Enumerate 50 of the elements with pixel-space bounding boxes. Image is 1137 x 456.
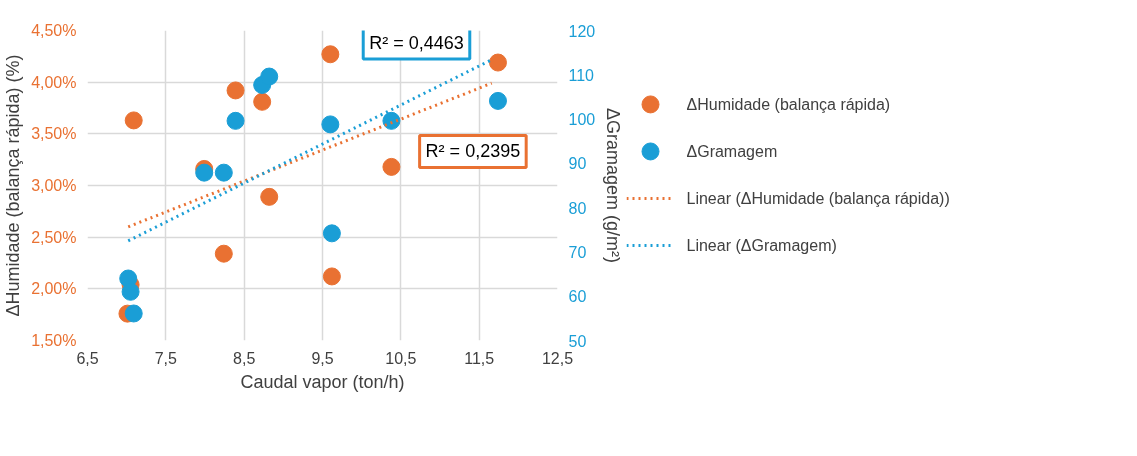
y-tick-label: 4,00% xyxy=(31,73,77,91)
y2-tick-label: 110 xyxy=(568,66,595,84)
x-axis-title: Caudal vapor (ton/h) xyxy=(240,371,405,392)
y-axis-title: ΔHumidade (balança rápida) (%) xyxy=(3,54,24,317)
x-tick-label: 8,5 xyxy=(233,349,256,367)
point xyxy=(322,267,341,286)
point xyxy=(195,163,214,182)
y-tick-label: 4,50% xyxy=(31,22,77,39)
point xyxy=(214,163,233,182)
annotation: R² = 0,2395 xyxy=(425,141,521,162)
legend-label: Linear (ΔGramagem) xyxy=(686,237,837,255)
y2-tick-label: 100 xyxy=(568,111,596,129)
point xyxy=(121,282,140,301)
y-tick-label: 3,00% xyxy=(31,177,77,194)
point xyxy=(488,91,507,110)
y2-tick-label: 70 xyxy=(568,243,587,261)
point xyxy=(488,53,507,72)
point xyxy=(382,111,401,130)
point xyxy=(253,92,272,111)
annotation: R² = 0,4463 xyxy=(369,32,464,53)
point xyxy=(382,157,401,176)
y2-tick-label: 120 xyxy=(568,22,596,40)
point xyxy=(322,224,341,243)
y-tick-label: 2,50% xyxy=(31,228,77,246)
legend-label: Linear (ΔHumidade (balança rápida)) xyxy=(686,190,950,207)
point xyxy=(124,111,143,130)
point xyxy=(226,111,245,130)
point xyxy=(226,81,245,100)
y2-axis-title: ΔGramagem (g/m²) xyxy=(603,107,624,264)
y-tick-label: 2,00% xyxy=(31,280,77,298)
point xyxy=(321,115,340,134)
y2-tick-label: 60 xyxy=(568,288,587,306)
point xyxy=(321,45,340,64)
y2-tick-label: 90 xyxy=(568,155,587,173)
y-tick-label: 3,50% xyxy=(31,125,77,143)
y-tick-label: 1,50% xyxy=(31,332,77,349)
legend-label: ΔGramagem xyxy=(686,142,778,160)
x-tick-label: 7,5 xyxy=(154,349,178,367)
legend-label: ΔHumidade (balança rápida) xyxy=(686,95,891,113)
x-tick-label: 10,5 xyxy=(385,349,417,367)
point xyxy=(124,304,143,323)
y2-tick-label: 50 xyxy=(568,332,587,350)
point xyxy=(214,244,233,263)
point xyxy=(260,67,279,86)
x-tick-label: 9,5 xyxy=(311,349,334,367)
point xyxy=(260,187,279,206)
x-tick-label: 6,5 xyxy=(76,349,99,367)
x-tick-label: 11,5 xyxy=(464,349,495,367)
y2-tick-label: 80 xyxy=(568,199,587,217)
x-tick-label: 12,5 xyxy=(541,349,574,367)
